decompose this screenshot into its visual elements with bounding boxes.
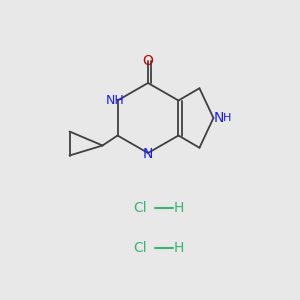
Text: O: O (142, 54, 153, 68)
Text: H: H (174, 241, 184, 255)
Text: H: H (223, 113, 232, 123)
Text: N: N (213, 111, 224, 125)
Text: Cl: Cl (133, 201, 147, 215)
Text: NH: NH (106, 94, 125, 107)
Text: H: H (174, 201, 184, 215)
Text: Cl: Cl (133, 241, 147, 255)
Text: N: N (143, 147, 153, 161)
